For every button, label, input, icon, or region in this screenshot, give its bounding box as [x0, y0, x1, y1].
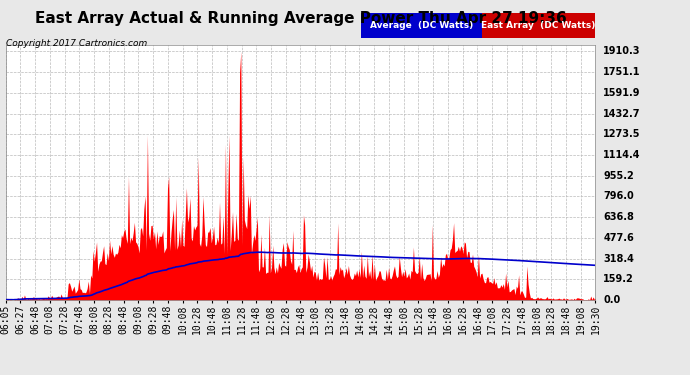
Text: 1273.5: 1273.5 [603, 129, 641, 140]
Text: East Array  (DC Watts): East Array (DC Watts) [482, 21, 595, 30]
Text: 955.2: 955.2 [603, 171, 634, 181]
Text: 796.0: 796.0 [603, 192, 634, 201]
Text: Average  (DC Watts): Average (DC Watts) [370, 21, 473, 30]
Text: 1114.4: 1114.4 [603, 150, 641, 160]
Text: 0.0: 0.0 [603, 295, 621, 305]
Text: 636.8: 636.8 [603, 212, 634, 222]
Text: 1432.7: 1432.7 [603, 109, 641, 118]
Text: 1591.9: 1591.9 [603, 88, 641, 98]
Text: 318.4: 318.4 [603, 254, 634, 264]
Text: 1751.1: 1751.1 [603, 67, 641, 77]
Text: 477.6: 477.6 [603, 233, 634, 243]
Text: Copyright 2017 Cartronics.com: Copyright 2017 Cartronics.com [6, 39, 147, 48]
Text: 159.2: 159.2 [603, 274, 634, 284]
Text: East Array Actual & Running Average Power Thu Apr 27 19:36: East Array Actual & Running Average Powe… [34, 11, 566, 26]
Text: 1910.3: 1910.3 [603, 46, 641, 57]
